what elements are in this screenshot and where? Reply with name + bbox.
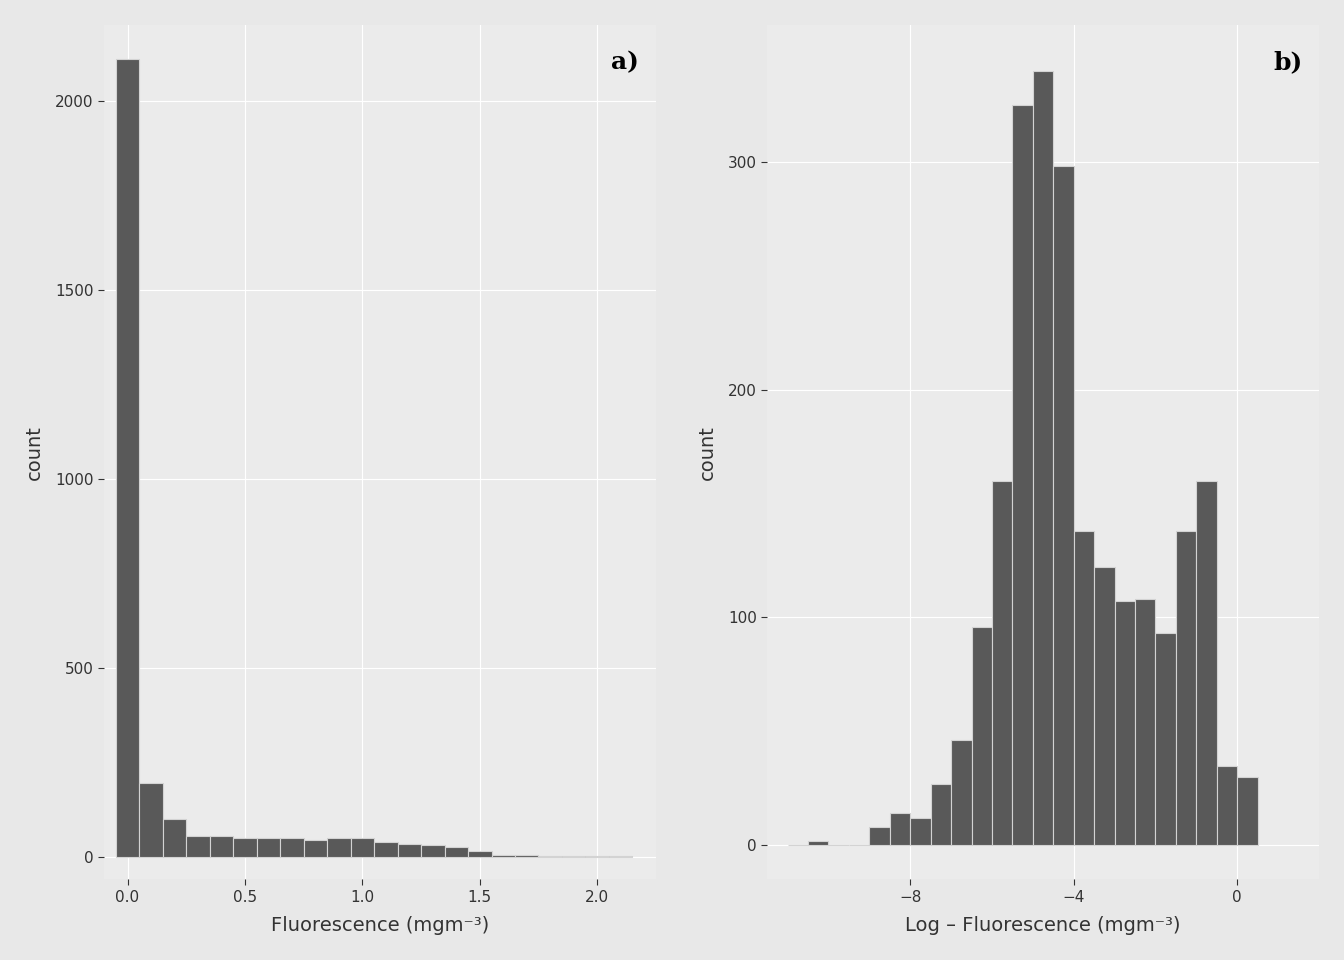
- Bar: [1114, 602, 1136, 846]
- Bar: [515, 855, 539, 856]
- Bar: [1238, 777, 1258, 846]
- Bar: [374, 842, 398, 856]
- Bar: [351, 838, 374, 856]
- Bar: [187, 836, 210, 856]
- Bar: [234, 838, 257, 856]
- Bar: [1094, 567, 1114, 846]
- Bar: [870, 828, 890, 846]
- X-axis label: Fluorescence (mgm⁻³): Fluorescence (mgm⁻³): [271, 916, 489, 935]
- Text: a): a): [612, 51, 640, 75]
- Bar: [163, 819, 187, 856]
- Bar: [140, 783, 163, 856]
- Y-axis label: count: count: [26, 424, 44, 480]
- Bar: [952, 740, 972, 846]
- Bar: [116, 59, 140, 856]
- Bar: [492, 855, 515, 856]
- Bar: [890, 813, 910, 846]
- Bar: [1216, 765, 1238, 846]
- Y-axis label: count: count: [698, 424, 716, 480]
- Bar: [398, 844, 421, 856]
- Bar: [1054, 166, 1074, 846]
- Bar: [445, 848, 468, 856]
- Bar: [1136, 599, 1156, 846]
- Bar: [808, 841, 828, 846]
- Bar: [421, 846, 445, 856]
- Bar: [1074, 531, 1094, 846]
- Text: b): b): [1273, 51, 1302, 75]
- X-axis label: Log – Fluorescence (mgm⁻³): Log – Fluorescence (mgm⁻³): [906, 916, 1181, 935]
- Bar: [210, 836, 234, 856]
- Bar: [468, 852, 492, 856]
- Bar: [257, 838, 280, 856]
- Bar: [327, 838, 351, 856]
- Bar: [1176, 531, 1196, 846]
- Bar: [972, 627, 992, 846]
- Bar: [1012, 105, 1032, 846]
- Bar: [1156, 634, 1176, 846]
- Bar: [304, 840, 327, 856]
- Bar: [280, 838, 304, 856]
- Bar: [930, 783, 952, 846]
- Bar: [910, 818, 930, 846]
- Bar: [1196, 481, 1216, 846]
- Bar: [992, 481, 1012, 846]
- Bar: [1032, 71, 1054, 846]
